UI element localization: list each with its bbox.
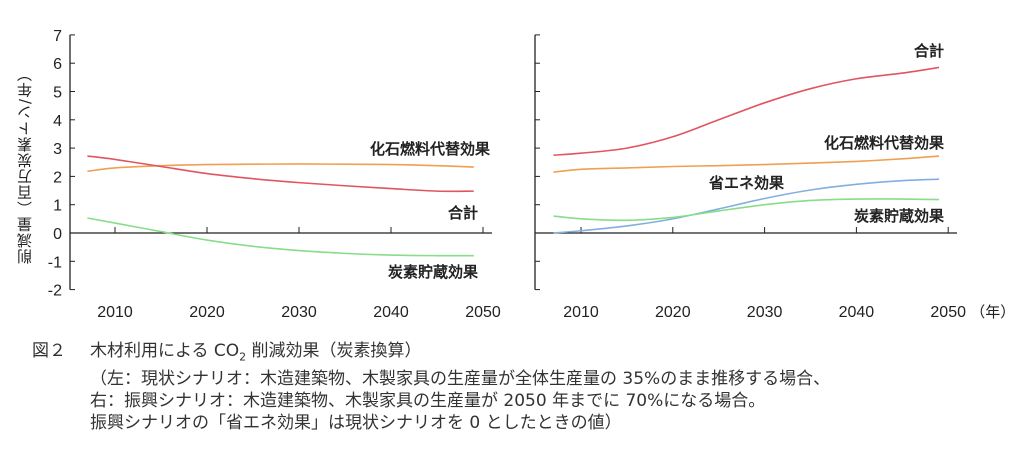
series-line: [87, 217, 474, 257]
series-label: 省エネ効果: [708, 174, 785, 192]
series-line: [553, 155, 940, 173]
series-label: 化石燃料代替効果: [370, 140, 491, 158]
y-tick-label: 0: [53, 226, 62, 243]
x-tick-label: 2050: [930, 304, 966, 321]
y-tick-label: -1: [48, 254, 62, 271]
chart-area: 7 6 5 4 3 2 1 0 -1 -2 2010 2020 2030 2040 2050 化石燃料代替効果…: [48, 28, 1015, 321]
caption-line-1: （左：現状シナリオ：木造建築物、木製家具の生産量が全体生産量の 35%のまま推移…: [90, 369, 831, 390]
series-line: [87, 163, 474, 173]
series-line: [553, 198, 940, 222]
figure-caption: 図２ 木材利用による CO2 削減効果（炭素換算） （左：現状シナリオ：木造建築物…: [32, 340, 830, 434]
series-label: 合計: [913, 42, 944, 60]
x-tick-label: 2010: [563, 304, 599, 321]
left-panel: 7 6 5 4 3 2 1 0 -1 -2 2010 2020 2030 2040 2050 化石燃料代替効果…: [48, 28, 501, 321]
series-label: 炭素貯蔵効果: [388, 263, 479, 281]
x-tick-label: 2050: [465, 304, 501, 321]
x-unit-label: （年）: [970, 304, 1015, 321]
x-tick-label: 2030: [281, 304, 317, 321]
caption-line-3: 振興シナリオの「省エネ効果」は現状シナリオを 0 としたときの値）: [90, 413, 622, 434]
y-tick-label: 6: [53, 56, 62, 73]
x-tick-label: 2030: [747, 304, 783, 321]
y-tick-label: 5: [53, 85, 62, 102]
series-label: 炭素貯蔵効果: [854, 207, 945, 225]
series-label: 化石燃料代替効果: [824, 134, 945, 152]
x-tick-label: 2010: [97, 304, 133, 321]
y-tick-label: 2: [53, 169, 62, 186]
caption-title-pre: 木材利用による CO: [90, 341, 240, 361]
series-label: 合計: [447, 204, 478, 222]
series-line: [553, 178, 940, 234]
series-line: [87, 155, 474, 193]
x-tick-label: 2040: [373, 304, 409, 321]
x-tick-label: 2040: [839, 304, 875, 321]
caption-line-2: 右：振興シナリオ：木造建築物、木製家具の生産量が 2050 年までに 70%にな…: [90, 391, 766, 412]
caption-title-sub: 2: [239, 350, 247, 364]
y-tick-label: -2: [48, 283, 62, 300]
caption-title-post: 削減効果（炭素換算）: [246, 341, 422, 361]
series-line: [553, 66, 940, 156]
x-tick-label: 2020: [189, 304, 225, 321]
x-tick-label: 2020: [655, 304, 691, 321]
figure-label: 図２: [32, 341, 66, 361]
y-tick-label: 7: [53, 28, 62, 45]
right-panel: 2010 2020 2030 2040 2050 （年） 合計化石燃料代替効果省エネ効果炭素…: [534, 34, 1015, 321]
caption-title-row: 図２ 木材利用による CO2 削減効果（炭素換算）: [32, 340, 830, 368]
y-tick-label: 1: [53, 198, 62, 215]
y-tick-label: 3: [53, 141, 62, 158]
y-tick-label: 4: [53, 113, 62, 130]
